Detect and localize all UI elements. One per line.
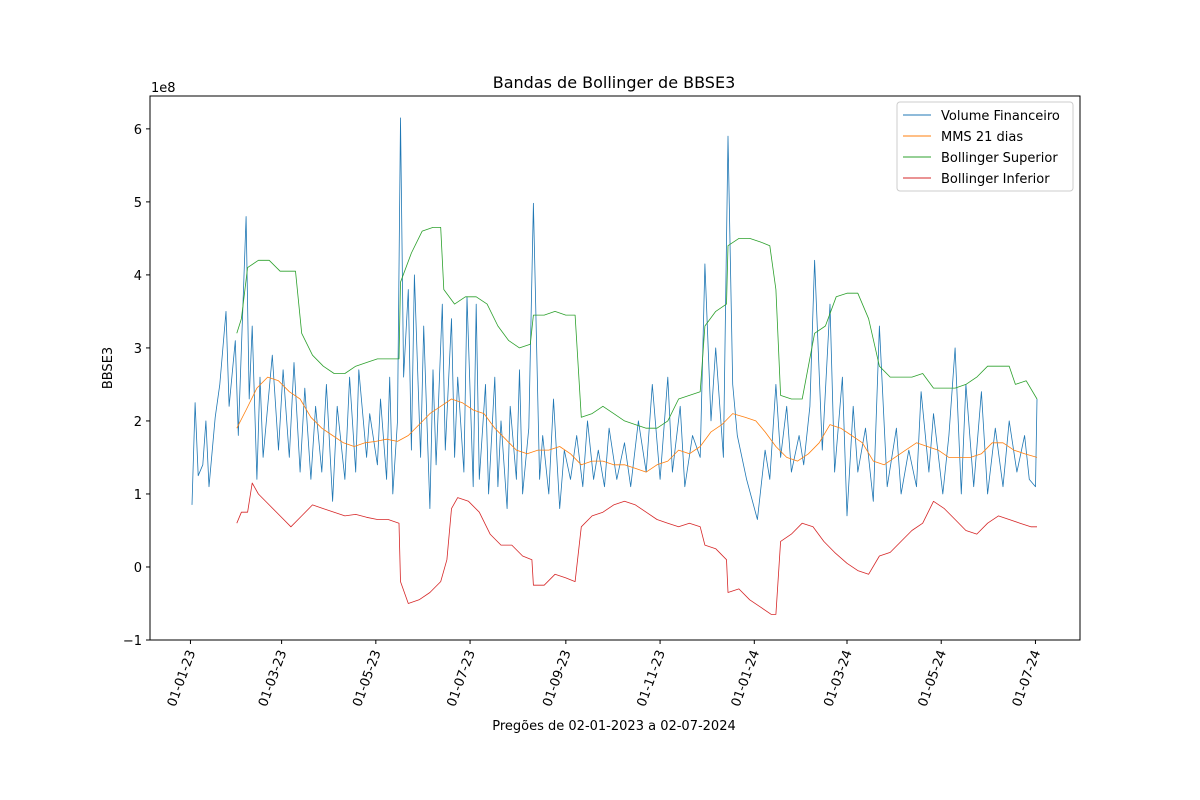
legend-label: Bollinger Superior bbox=[941, 151, 1058, 166]
x-tick-label: 01-03-24 bbox=[821, 648, 855, 709]
axes-frame bbox=[149, 95, 1081, 641]
y-axis-title: BBSE3 bbox=[101, 347, 116, 389]
x-axis-ticks: 01-01-23 01-03-23 01-05-23 01-07-23 01-09-23… bbox=[165, 640, 1044, 709]
x-tick-label: 01-09-23 bbox=[540, 648, 574, 709]
x-tick-label: 01-07-23 bbox=[445, 648, 479, 709]
series-line-bollinger-superior bbox=[236, 226, 1038, 429]
legend-label: Bollinger Inferior bbox=[941, 172, 1050, 187]
y-offset-label: 1e8 bbox=[151, 81, 176, 96]
y-tick-label: 4 bbox=[134, 269, 142, 284]
x-tick-label: 01-01-23 bbox=[165, 648, 199, 709]
x-tick-label: 01-05-23 bbox=[350, 648, 384, 709]
y-tick-label: 2 bbox=[134, 415, 142, 430]
x-tick-label: 01-07-24 bbox=[1010, 648, 1044, 709]
y-tick-label: 6 bbox=[134, 123, 142, 138]
y-tick-label: 0 bbox=[134, 561, 142, 576]
y-tick-label: 5 bbox=[134, 196, 142, 211]
legend-box bbox=[896, 101, 1074, 192]
x-axis-title: Pregões de 02-01-2023 a 02-07-2024 bbox=[492, 719, 736, 734]
y-tick-label: −1 bbox=[123, 634, 142, 649]
legend-label: Volume Financeiro bbox=[941, 109, 1060, 124]
x-tick-label: 01-01-24 bbox=[729, 648, 763, 709]
x-tick-label: 01-03-23 bbox=[256, 648, 290, 709]
y-tick-label: 3 bbox=[134, 342, 142, 357]
series-layer bbox=[191, 117, 1038, 615]
legend: Volume Financeiro MMS 21 dias Bollinger Su… bbox=[896, 101, 1074, 192]
y-tick-label: 1 bbox=[134, 488, 142, 503]
x-tick-label: 01-05-24 bbox=[916, 648, 950, 709]
chart-title: Bandas de Bollinger de BBSE3 bbox=[493, 73, 736, 92]
series-line-mms-21-dias bbox=[236, 376, 1038, 473]
y-axis-ticks: −1 0 1 2 3 4 5 6 bbox=[123, 123, 150, 649]
series-line-bollinger-inferior bbox=[236, 482, 1037, 615]
x-tick-label: 01-11-23 bbox=[635, 648, 669, 709]
legend-label: MMS 21 dias bbox=[941, 130, 1023, 145]
